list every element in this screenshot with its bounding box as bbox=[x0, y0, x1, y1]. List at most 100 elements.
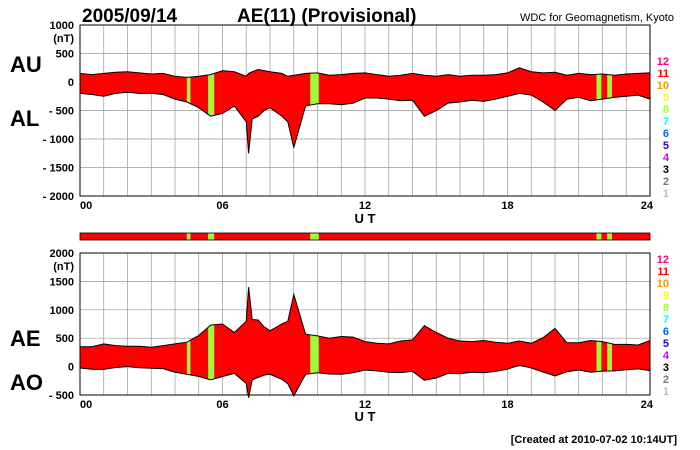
bottom-panel: (nT) AE AO 2000 1500 1000 500 0 - 500 00 06 12 1… bbox=[10, 248, 654, 424]
index-title: AE(11) (Provisional) bbox=[237, 6, 417, 27]
x-tick-label: 24 bbox=[641, 399, 654, 411]
y-tick-label: - 500 bbox=[49, 390, 74, 402]
area-band-segment bbox=[186, 340, 191, 375]
status-bar-segment bbox=[186, 233, 191, 240]
ae-label: AE bbox=[10, 326, 41, 351]
station-level-label: 11 bbox=[657, 266, 669, 278]
ae-series-line bbox=[80, 287, 651, 348]
station-level-label: 7 bbox=[663, 314, 669, 326]
area-band-segment bbox=[601, 341, 608, 372]
area-band-segment bbox=[607, 342, 612, 371]
top-unit: (nT) bbox=[53, 33, 74, 45]
area-band-segment bbox=[80, 342, 187, 375]
header: 2005/09/14 AE(11) (Provisional) WDC for … bbox=[82, 6, 674, 27]
y-tick-label: 500 bbox=[56, 333, 74, 345]
station-level-label: 8 bbox=[663, 302, 669, 314]
status-bar-segment bbox=[208, 233, 215, 240]
area-band-segment bbox=[318, 67, 597, 117]
area-band-segment bbox=[190, 74, 209, 115]
station-level-label: 9 bbox=[663, 92, 669, 104]
x-tick-label: 12 bbox=[359, 399, 371, 411]
y-tick-label: - 2000 bbox=[43, 191, 74, 203]
station-level-label: 9 bbox=[663, 290, 669, 302]
x-tick-label: 24 bbox=[641, 200, 654, 212]
top-panel: (nT) AU AL 1000 500 0 - 500 - 1000 - 1500 - 20… bbox=[10, 20, 654, 226]
date-title: 2005/09/14 bbox=[82, 6, 178, 27]
station-level-label: 8 bbox=[663, 104, 669, 116]
status-bar-segment bbox=[601, 233, 608, 240]
au-label: AU bbox=[10, 52, 42, 77]
credit-label: WDC for Geomagnetism, Kyoto bbox=[520, 12, 674, 24]
area-band-segment bbox=[310, 72, 319, 105]
top-plot-frame bbox=[79, 24, 651, 197]
y-tick-label: 500 bbox=[56, 49, 74, 61]
area-band-segment bbox=[612, 340, 650, 371]
status-bar-frame bbox=[79, 232, 651, 241]
area-band-segment bbox=[186, 77, 191, 104]
status-bar-segment bbox=[607, 233, 612, 240]
status-bar-segment bbox=[596, 233, 602, 240]
station-level-label: 4 bbox=[663, 350, 670, 362]
area-band-segment bbox=[601, 74, 608, 100]
station-level-label: 3 bbox=[663, 164, 669, 176]
bottom-plot-frame bbox=[79, 252, 651, 396]
area-band-segment bbox=[310, 334, 319, 374]
x-tick-label: 06 bbox=[216, 399, 228, 411]
x-tick-label: 00 bbox=[80, 399, 92, 411]
area-band-segment bbox=[80, 71, 187, 102]
x-tick-label: 18 bbox=[501, 200, 513, 212]
status-bar-segment bbox=[214, 233, 311, 240]
top-x-axis-label: U T bbox=[355, 211, 376, 226]
x-tick-label: 18 bbox=[501, 399, 513, 411]
x-tick-label: 12 bbox=[359, 200, 371, 212]
area-band-segment bbox=[596, 341, 602, 372]
area-band-segment bbox=[612, 72, 650, 100]
bottom-x-axis-label: U T bbox=[355, 409, 376, 424]
ao-label: AO bbox=[10, 370, 43, 395]
x-tick-label: 06 bbox=[216, 200, 228, 212]
station-level-label: 5 bbox=[663, 140, 669, 152]
station-level-label: 1 bbox=[663, 386, 669, 398]
y-tick-label: - 1500 bbox=[43, 163, 74, 175]
area-band-segment bbox=[607, 74, 612, 99]
y-tick-label: 2000 bbox=[50, 248, 74, 260]
area-band-segment bbox=[208, 324, 215, 380]
bottom-unit: (nT) bbox=[53, 261, 74, 273]
status-bar-segment bbox=[318, 233, 597, 240]
station-status-bar bbox=[79, 232, 651, 241]
station-level-label: 4 bbox=[663, 152, 670, 164]
station-level-label: 6 bbox=[663, 128, 669, 140]
x-tick-label: 00 bbox=[80, 200, 92, 212]
status-bar-segment bbox=[80, 233, 187, 240]
created-footer: [Created at 2010-07-02 10:14UT] bbox=[511, 434, 678, 446]
station-level-label: 10 bbox=[657, 80, 669, 92]
y-tick-label: 1000 bbox=[50, 305, 74, 317]
y-tick-label: 0 bbox=[68, 77, 74, 89]
station-level-label: 1 bbox=[663, 188, 669, 200]
y-tick-label: 0 bbox=[68, 362, 74, 374]
station-level-label: 10 bbox=[657, 278, 669, 290]
area-band-segment bbox=[190, 327, 209, 380]
station-level-label: 12 bbox=[657, 254, 669, 266]
area-band-segment bbox=[214, 69, 311, 154]
status-bar-segment bbox=[190, 233, 209, 240]
status-bar-segment bbox=[310, 233, 319, 240]
ao-series-line bbox=[79, 364, 651, 398]
status-bar-segment bbox=[612, 233, 650, 240]
station-level-label: 2 bbox=[663, 176, 669, 188]
y-tick-label: - 500 bbox=[49, 106, 74, 118]
area-band-segment bbox=[208, 73, 215, 117]
au-series-line bbox=[79, 67, 651, 78]
station-level-label: 2 bbox=[663, 374, 669, 386]
station-level-label: 3 bbox=[663, 362, 669, 374]
station-level-label: 12 bbox=[657, 56, 669, 68]
area-band-segment bbox=[596, 74, 602, 100]
station-level-label: 7 bbox=[663, 116, 669, 128]
y-tick-label: 1000 bbox=[50, 20, 74, 32]
area-band-segment bbox=[214, 287, 311, 398]
station-level-label: 5 bbox=[663, 338, 669, 350]
area-band-segment bbox=[318, 325, 597, 381]
